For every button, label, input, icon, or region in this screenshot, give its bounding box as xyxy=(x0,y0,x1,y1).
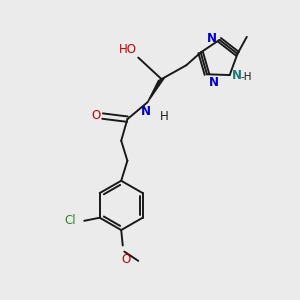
Text: N: N xyxy=(232,69,242,82)
Text: HO: HO xyxy=(119,43,137,56)
Text: N: N xyxy=(209,76,219,89)
Text: Cl: Cl xyxy=(64,214,76,227)
Text: -H: -H xyxy=(241,72,252,82)
Polygon shape xyxy=(148,78,165,102)
Text: O: O xyxy=(91,109,100,122)
Text: H: H xyxy=(160,110,169,123)
Text: N: N xyxy=(141,104,151,118)
Text: N: N xyxy=(207,32,217,45)
Text: O: O xyxy=(121,253,130,266)
